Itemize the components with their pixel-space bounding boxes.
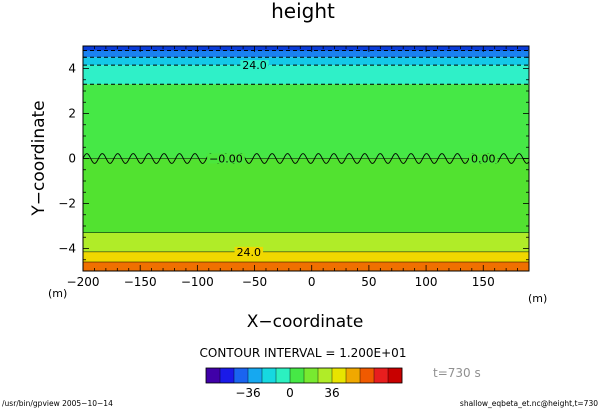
y-tick-label: −4 <box>58 242 76 256</box>
colorbar-tick-label: 36 <box>324 386 339 400</box>
contour-band-7 <box>83 252 529 262</box>
contour-band-5 <box>83 159 529 233</box>
contour-band-2 <box>83 57 529 65</box>
contour-interval-text: CONTOUR INTERVAL = 1.200E+01 <box>200 346 407 360</box>
y-axis-label: Y−coordinate <box>29 100 49 216</box>
colorbar-swatch <box>388 368 402 383</box>
colorbar-swatch <box>220 368 234 383</box>
colorbar-swatch <box>276 368 290 383</box>
contour-band-1 <box>83 51 529 58</box>
colorbar-tick-label: 0 <box>286 386 294 400</box>
y-unit-label: (m) <box>48 287 67 300</box>
y-tick-label: −2 <box>58 197 76 211</box>
colorbar-swatch <box>346 368 360 383</box>
contour-band-8 <box>83 262 529 271</box>
x-tick-label: 0 <box>308 275 316 289</box>
footer-left: /usr/bin/gpview 2005−10−14 <box>2 399 113 408</box>
x-tick-label: −200 <box>67 275 100 289</box>
colorbar-swatch <box>262 368 276 383</box>
colorbar-swatch <box>332 368 346 383</box>
y-tick-label: 0 <box>68 152 76 166</box>
x-axis-label: X−coordinate <box>247 312 364 332</box>
footer-right: shallow_eqbeta_et.nc@height,t=730 <box>460 399 598 408</box>
contour-band-3 <box>83 65 529 84</box>
chart-title: height <box>271 0 335 23</box>
colorbar-swatch <box>248 368 262 383</box>
x-tick-label: −150 <box>124 275 157 289</box>
colorbar-swatch <box>318 368 332 383</box>
colorbar-swatch <box>290 368 304 383</box>
x-tick-label: −100 <box>181 275 214 289</box>
colorbar-swatch <box>234 368 248 383</box>
colorbar-swatch <box>374 368 388 383</box>
contour-label-1: −0.00 <box>209 153 243 166</box>
colorbar-tick-label: −36 <box>235 386 260 400</box>
x-tick-label: 50 <box>361 275 376 289</box>
contour-label-3: 24.0 <box>237 246 262 259</box>
x-unit-label: (m) <box>528 292 547 305</box>
contour-band-6 <box>83 233 529 252</box>
contour-label-0: 24.0 <box>242 59 267 72</box>
x-tick-label: −50 <box>242 275 267 289</box>
colorbar-swatch <box>206 368 220 383</box>
colorbar-swatch <box>360 368 374 383</box>
x-tick-label: 100 <box>415 275 438 289</box>
colorbar: −36 0 36 <box>206 368 402 400</box>
time-label: t=730 s <box>433 366 481 380</box>
contour-band-0 <box>83 46 529 51</box>
y-tick-label: 4 <box>68 62 76 76</box>
colorbar-swatch <box>304 368 318 383</box>
contour-label-2: 0.00 <box>471 153 496 166</box>
x-tick-label: 150 <box>472 275 495 289</box>
y-tick-label: 2 <box>68 107 76 121</box>
contour-band-4 <box>83 84 529 158</box>
